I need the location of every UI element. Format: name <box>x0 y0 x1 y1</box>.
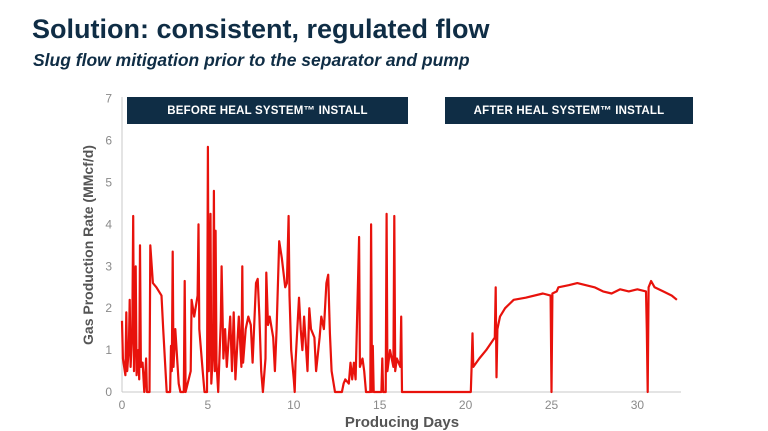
y-tick-label: 1 <box>105 343 112 357</box>
x-tick-label: 20 <box>459 398 473 412</box>
x-tick-label: 30 <box>631 398 645 412</box>
slide-title: Solution: consistent, regulated flow <box>32 14 490 44</box>
y-tick-label: 5 <box>105 176 112 190</box>
y-tick-label: 2 <box>105 301 112 315</box>
x-tick-label: 5 <box>205 398 212 412</box>
after-install-banner: AFTER HEAL SYSTEM™ INSTALL <box>445 97 693 124</box>
slide-subtitle: Slug flow mitigation prior to the separa… <box>33 50 470 70</box>
y-axis-label: Gas Production Rate (MMcf/d) <box>80 145 96 345</box>
x-tick-label: 0 <box>119 398 126 412</box>
x-tick-label: 15 <box>373 398 387 412</box>
before-install-banner: BEFORE HEAL SYSTEM™ INSTALL <box>127 97 408 124</box>
y-tick-label: 7 <box>105 92 112 106</box>
y-tick-label: 0 <box>105 385 112 399</box>
x-tick-label: 25 <box>545 398 559 412</box>
y-tick-label: 4 <box>105 217 112 231</box>
gas-rate-line <box>120 145 678 394</box>
x-tick-label: 10 <box>287 398 301 412</box>
y-tick-label: 3 <box>105 259 112 273</box>
x-axis-label: Producing Days <box>345 414 459 431</box>
y-tick-label: 6 <box>105 134 112 148</box>
